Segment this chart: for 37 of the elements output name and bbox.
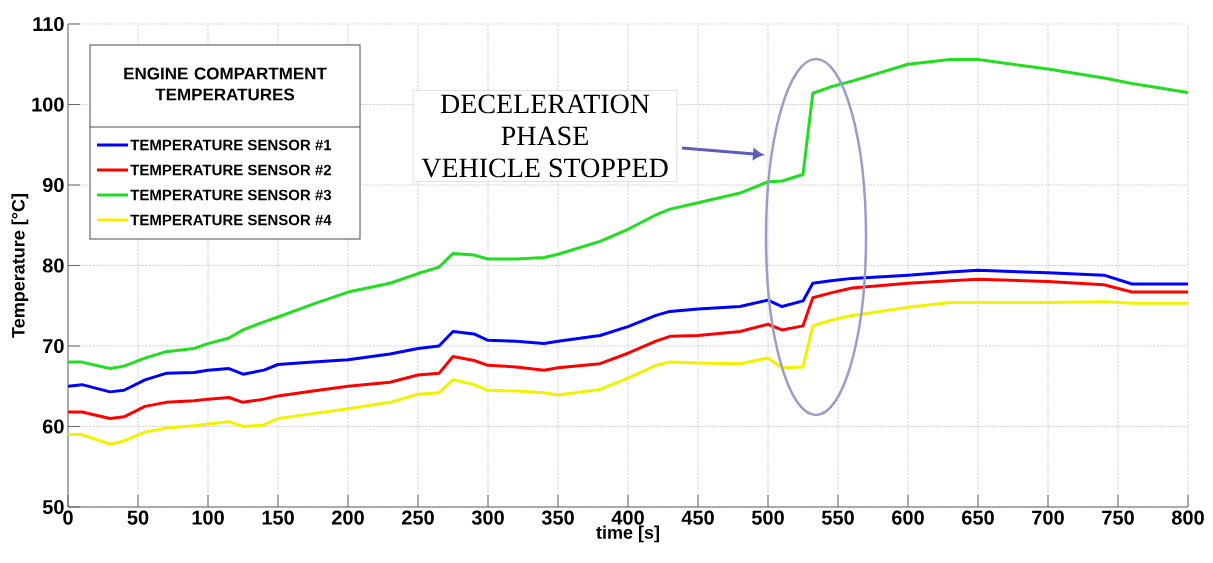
legend-label: TEMPERATURE SENSOR #2 bbox=[130, 164, 331, 176]
x-tick-label: 750 bbox=[1102, 510, 1134, 525]
x-tick-label: 150 bbox=[262, 510, 294, 525]
line-series bbox=[68, 268, 1188, 394]
legend-label: TEMPERATURE SENSOR #1 bbox=[130, 139, 332, 151]
x-tick-label: 800 bbox=[1171, 510, 1204, 525]
x-tick-label: 550 bbox=[821, 510, 854, 525]
x-tick-label: 350 bbox=[541, 510, 574, 525]
y-axis-title: Temperature [°C] bbox=[11, 194, 29, 338]
y-tick-label: 70 bbox=[43, 338, 64, 354]
y-tick-label: 60 bbox=[42, 419, 64, 434]
x-tick-label: 250 bbox=[402, 510, 434, 525]
x-tick-label: 500 bbox=[751, 510, 784, 525]
y-tick-label: 90 bbox=[42, 177, 64, 193]
annotation: VEHICLE STOPPED bbox=[421, 158, 668, 178]
legend-label: TEMPERATURE SENSOR #3 bbox=[130, 189, 332, 201]
line-series bbox=[68, 277, 1188, 420]
y-tick-label: 100 bbox=[32, 97, 64, 112]
y-tick-label: 110 bbox=[33, 16, 64, 32]
x-tick-label: 400 bbox=[611, 510, 644, 525]
x-tick-label: 100 bbox=[192, 510, 224, 525]
legend-title: ENGINE COMPARTMENT TEMPERATURES bbox=[124, 67, 327, 101]
x-tick-label: 0 bbox=[63, 510, 73, 525]
y-tick-label: 80 bbox=[42, 258, 64, 273]
x-tick-label: 600 bbox=[892, 510, 924, 525]
x-tick-label: 50 bbox=[127, 510, 149, 525]
line-series bbox=[68, 57, 1188, 371]
x-tick-label: 200 bbox=[332, 510, 364, 525]
x-tick-label: 650 bbox=[962, 510, 994, 525]
annotation: DECELERATION bbox=[440, 94, 650, 114]
y-tick-label: 50 bbox=[42, 499, 64, 515]
x-tick-label: 700 bbox=[1032, 510, 1064, 525]
x-axis-title: time [s] bbox=[596, 525, 659, 543]
x-tick-label: 300 bbox=[471, 510, 504, 525]
x-tick-label: 450 bbox=[681, 510, 714, 525]
legend-label: TEMPERATURE SENSOR #4 bbox=[130, 214, 332, 226]
annotation: PHASE bbox=[501, 126, 588, 146]
